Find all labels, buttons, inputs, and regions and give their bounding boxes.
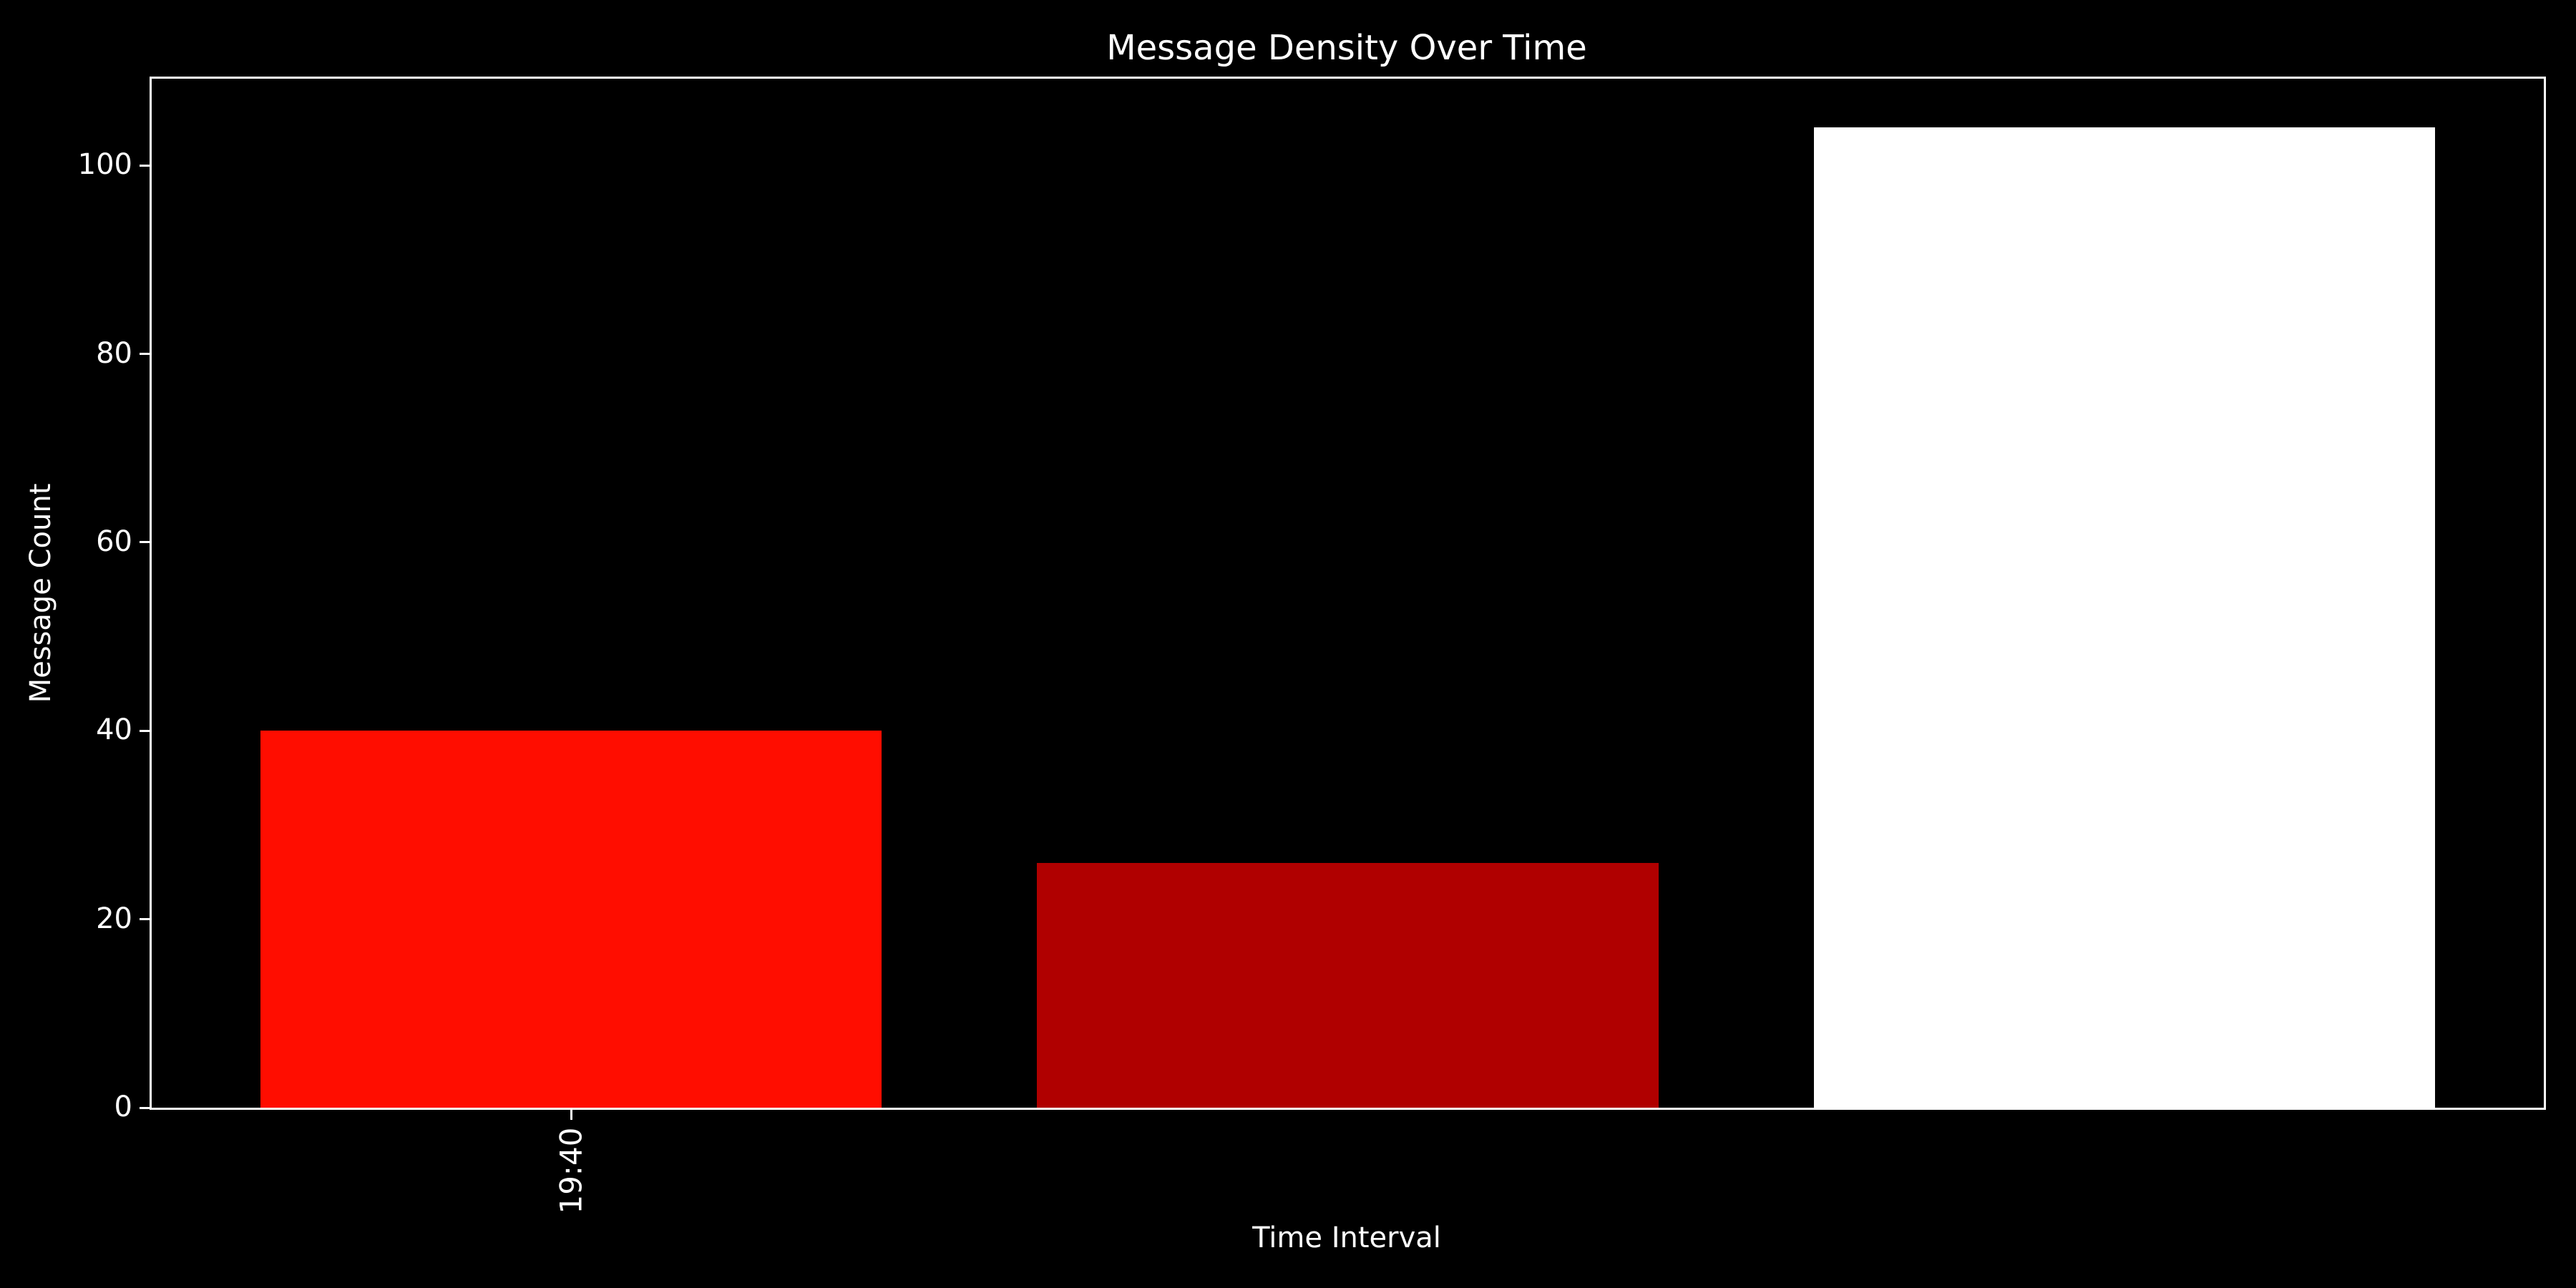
y-tick-label-100: 100 [77,148,132,182]
plot-area: 0 20 40 60 80 100 19:40 [78,77,2546,1214]
y-tick-label-20: 20 [96,902,132,935]
y-tick-label-60: 60 [96,525,132,558]
y-tick-label-0: 0 [114,1091,132,1124]
x-axis-label: Time Interval [1252,1221,1441,1254]
y-tick-mark-40 [140,729,150,732]
x-tick-mark-19:40 [570,1110,572,1120]
y-tick-mark-60 [140,541,150,544]
y-tick-mark-100 [140,164,150,167]
bar-0 [260,731,882,1108]
y-tick-mark-20 [140,918,150,921]
bar-2 [1813,127,2436,1108]
chart-title: Message Density Over Time [1106,28,1587,68]
x-tick-label-19:40: 19:40 [553,1127,589,1214]
y-tick-mark-80 [140,353,150,356]
y-tick-label-80: 80 [96,336,132,370]
bar-1 [1037,862,1659,1108]
y-axis-label: Message Count [24,483,57,703]
y-tick-mark-0 [140,1106,150,1109]
y-tick-label-40: 40 [96,713,132,747]
